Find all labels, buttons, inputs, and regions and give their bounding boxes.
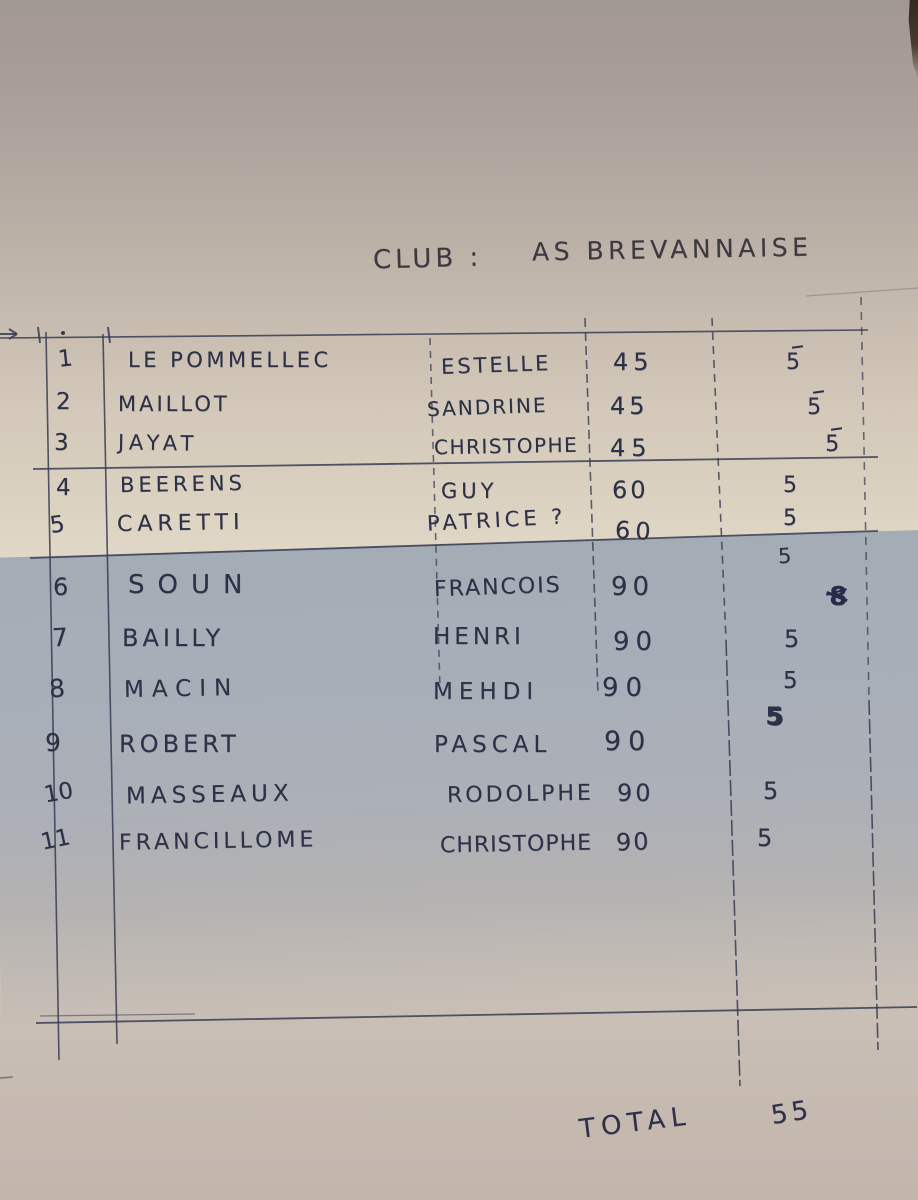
duration-value: 90 [611,572,655,602]
row-number: 11 [38,824,73,856]
club-name: AS BREVANNAISE [531,232,813,267]
row-number: 2 [56,389,71,415]
stray-points-value: 5 [777,543,792,569]
player-last-name: FRANCILLOME [118,827,318,856]
player-first-name: HENRI [433,624,525,650]
player-first-name: CHRISTOPHE [433,432,579,460]
club-label: CLUB : [372,242,483,276]
points-value: 5 [786,350,800,375]
player-first-name: CHRISTOPHE [439,830,593,859]
player-last-name: JAYAT [117,430,199,456]
points-value: 5 [825,432,840,457]
player-first-name: PASCAL [434,732,552,758]
player-first-name: GUY [441,479,498,503]
duration-value: 60 [614,515,657,547]
row-number: 5 [48,511,67,539]
duration-value: 45 [613,348,654,376]
duration-value: 90 [613,627,659,657]
player-last-name: BAILLY [122,624,225,652]
player-last-name: BEERENS [119,470,247,498]
row-number: 1 [56,345,74,373]
duration-value: 90 [604,726,653,757]
points-value-overwritten: 5 [766,702,784,731]
points-value: 5 [763,777,779,805]
row-number: 6 [53,573,69,601]
duration-value: 90 [617,779,654,807]
points-value: 5 [784,625,800,653]
player-first-name: MEHDI [433,679,540,705]
player-first-name: FRANCOIS [433,572,563,603]
points-value: 5 [807,395,822,420]
duration-value: 60 [612,476,649,504]
row-number: 4 [56,475,71,501]
player-last-name: SOUN [128,570,256,600]
row-number: 7 [51,622,69,653]
player-first-name: SANDRINE [426,392,548,422]
row-number: 9 [45,728,61,757]
row-number: 10 [41,777,76,809]
photo-edge-dark-corner [908,0,918,80]
duration-value: 90 [615,827,652,857]
points-value-crossed-out: 8 [829,582,848,612]
player-first-name: RODOLPHE [446,780,595,809]
player-first-name: ESTELLE [440,351,552,379]
points-value: 5 [783,668,798,694]
player-last-name: LE POMMELLEC [128,348,332,372]
total-value: 55 [768,1094,815,1132]
player-last-name: ROBERT [119,730,240,758]
row-number: 3 [54,430,69,456]
points-value: 5 [783,506,797,531]
player-last-name: MASSEAUX [125,780,294,810]
duration-value: 45 [610,392,649,420]
row-number: 8 [48,673,66,704]
points-value: 5 [783,473,797,498]
points-value: 5 [757,824,773,852]
player-last-name: MAILLOT [118,392,230,416]
duration-value: 45 [610,434,653,462]
duration-value: 90 [602,673,650,703]
player-last-name: CARETTI [116,509,245,538]
player-last-name: MACIN [123,674,240,704]
